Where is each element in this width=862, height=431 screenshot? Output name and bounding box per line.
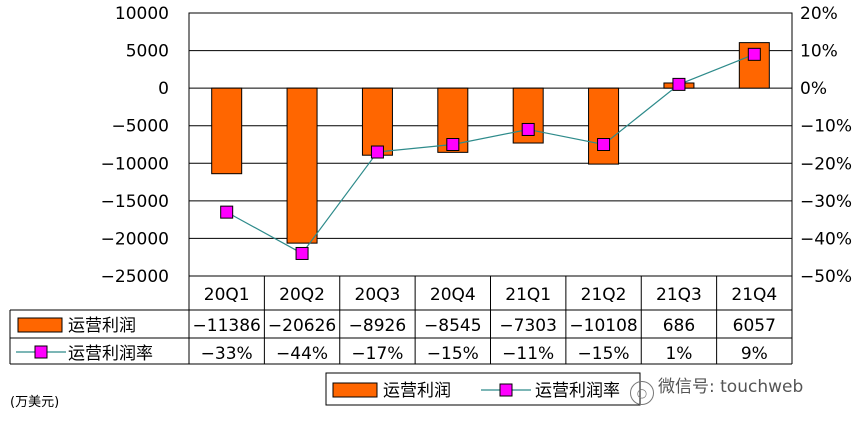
- row-key-marker: [34, 345, 48, 359]
- bar-20Q2: [286, 87, 318, 244]
- left-tick-label: −5000: [111, 117, 169, 137]
- left-tick-label: 0: [158, 79, 169, 99]
- category-label: 20Q3: [355, 285, 401, 305]
- right-tick-label: 0%: [800, 79, 827, 99]
- plot-frame: [188, 12, 793, 277]
- bar-value-label: −10108: [569, 316, 637, 336]
- wechat-icon: ○: [630, 381, 654, 405]
- margin-value-label: −44%: [276, 344, 328, 364]
- right-tick-label: 10%: [800, 42, 838, 62]
- bar-value-label: −8926: [349, 316, 407, 336]
- left-tick-label: −15000: [101, 192, 169, 212]
- left-tick-label: −10000: [101, 154, 169, 174]
- margin-point-21Q2: [597, 138, 611, 151]
- margin-value-label: −11%: [502, 344, 554, 364]
- row-label-line: 运营利润率: [68, 344, 153, 364]
- category-label: 20Q1: [204, 285, 250, 305]
- margin-point-20Q3: [370, 145, 384, 159]
- legend-key-marker: [499, 383, 513, 397]
- margin-value-label: 1%: [665, 344, 692, 364]
- category-label: 21Q3: [656, 285, 702, 305]
- left-tick-label: 5000: [126, 42, 169, 62]
- bar-value-label: −11386: [193, 316, 261, 336]
- bar-value-label: −20626: [268, 316, 336, 336]
- row-key-bar: [17, 317, 63, 333]
- watermark: ○ 微信号: touchweb: [630, 372, 803, 405]
- margin-point-21Q1: [521, 122, 535, 136]
- margin-value-label: −15%: [427, 344, 479, 364]
- data-table: 20Q1 20Q2 20Q3 20Q4 21Q1 21Q2 21Q3 21Q4 −11386 −2…: [9, 276, 793, 365]
- margin-point-21Q4: [747, 47, 761, 61]
- margin-value-label: 9%: [741, 344, 768, 364]
- margin-value-label: −17%: [351, 344, 403, 364]
- right-tick-label: 20%: [800, 4, 838, 24]
- legend-key-bar: [332, 382, 378, 398]
- left-tick-label: 10000: [115, 4, 169, 24]
- bar-20Q3: [361, 87, 393, 156]
- legend-label-line: 运营利润率: [535, 381, 620, 401]
- axes: 10000 5000 0 −5000 −10000 −15000 −20000 −25000 2…: [101, 4, 852, 287]
- legend: 运营利润 运营利润率: [325, 372, 641, 406]
- row-label-bar: 运营利润: [68, 316, 136, 336]
- right-tick-label: −40%: [800, 229, 852, 249]
- left-tick-label: −20000: [101, 229, 169, 249]
- margin-point-21Q3: [672, 77, 686, 91]
- bar-value-label: −7303: [499, 316, 557, 336]
- bar-21Q2: [588, 87, 620, 165]
- legend-box: [325, 372, 641, 406]
- unit-label: (万美元): [10, 395, 60, 410]
- margin-point-20Q1: [220, 205, 234, 219]
- bar-value-label: 6057: [733, 316, 776, 336]
- category-label: 21Q4: [731, 285, 777, 305]
- category-label: 21Q2: [581, 285, 627, 305]
- right-tick-label: −30%: [800, 192, 852, 212]
- bar-20Q1: [211, 87, 243, 175]
- right-tick-label: −50%: [800, 267, 852, 287]
- bar-value-label: 686: [663, 316, 695, 336]
- right-tick-label: −20%: [800, 154, 852, 174]
- category-label: 20Q2: [279, 285, 325, 305]
- legend-label-bar: 运营利润: [383, 381, 451, 401]
- margin-point-20Q2: [295, 246, 309, 260]
- right-tick-label: −10%: [800, 117, 852, 137]
- category-label: 20Q4: [430, 285, 476, 305]
- left-tick-label: −25000: [101, 267, 169, 287]
- margin-point-20Q4: [446, 138, 460, 151]
- gridlines: [189, 50, 792, 239]
- bar-value-label: −8545: [424, 316, 482, 336]
- margin-line: [226, 53, 755, 255]
- line-series: [220, 47, 761, 260]
- watermark-text: 微信号: touchweb: [658, 377, 804, 397]
- margin-value-label: −15%: [578, 344, 630, 364]
- margin-value-label: −33%: [201, 344, 253, 364]
- category-label: 21Q1: [505, 285, 551, 305]
- bar-series: [211, 42, 770, 244]
